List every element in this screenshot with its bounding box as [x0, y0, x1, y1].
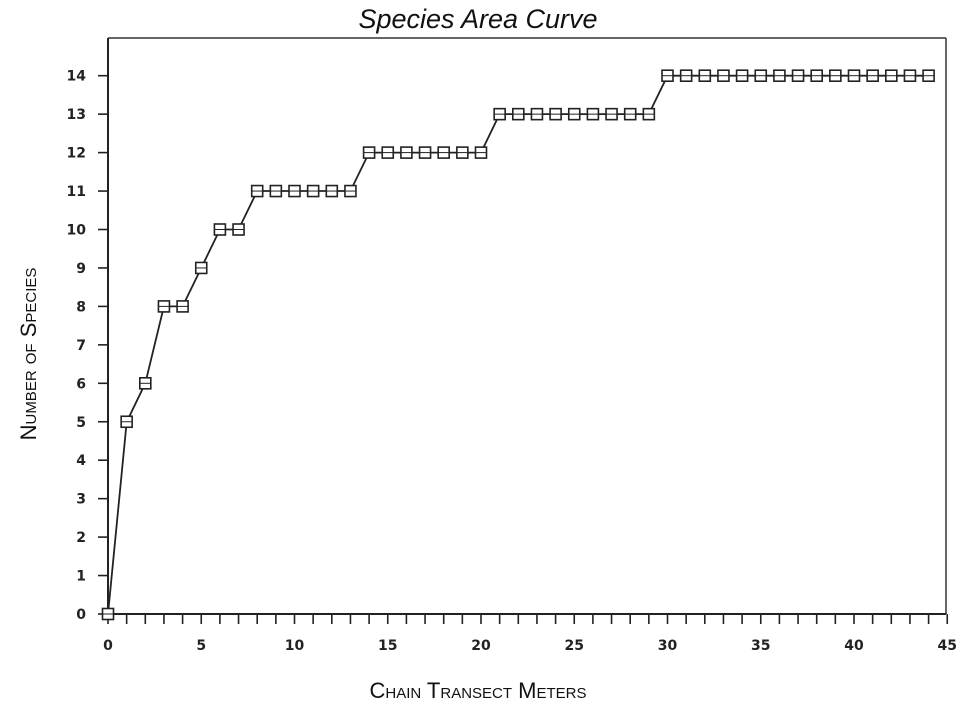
x-tick-label: 20 [471, 638, 491, 654]
y-tick-label: 14 [67, 69, 87, 85]
x-tick-label: 10 [285, 638, 305, 654]
y-tick-label: 7 [76, 338, 86, 354]
x-tick-label: 0 [103, 638, 113, 654]
y-tick-label: 13 [67, 107, 86, 123]
series-line [107, 74, 929, 615]
x-tick-label: 45 [938, 638, 956, 654]
y-tick-label: 9 [76, 261, 86, 277]
x-tick-label: 5 [196, 638, 206, 654]
y-tick-label: 0 [76, 607, 86, 623]
x-tick-label: 15 [378, 638, 397, 654]
y-axis-label: Number of Species [16, 267, 41, 441]
y-tick-label: 4 [76, 453, 86, 469]
y-tick-label: 11 [67, 184, 86, 200]
y-tick-label: 8 [76, 299, 86, 315]
x-tick-label: 35 [751, 638, 770, 654]
y-tick-label: 2 [76, 530, 86, 546]
y-tick-label: 10 [67, 223, 87, 239]
y-tick-label: 12 [67, 146, 86, 162]
x-tick-label: 30 [658, 638, 678, 654]
y-tick-label: 6 [76, 376, 86, 392]
x-tick-label: 40 [844, 638, 864, 654]
chart-title: Species Area Curve [358, 4, 598, 34]
y-tick-label: 5 [76, 415, 86, 431]
y-tick-label: 1 [76, 569, 86, 585]
x-tick-label: 25 [565, 638, 584, 654]
x-axis-label: Chain Transect Meters [369, 678, 587, 703]
y-tick-label: 3 [76, 492, 86, 508]
